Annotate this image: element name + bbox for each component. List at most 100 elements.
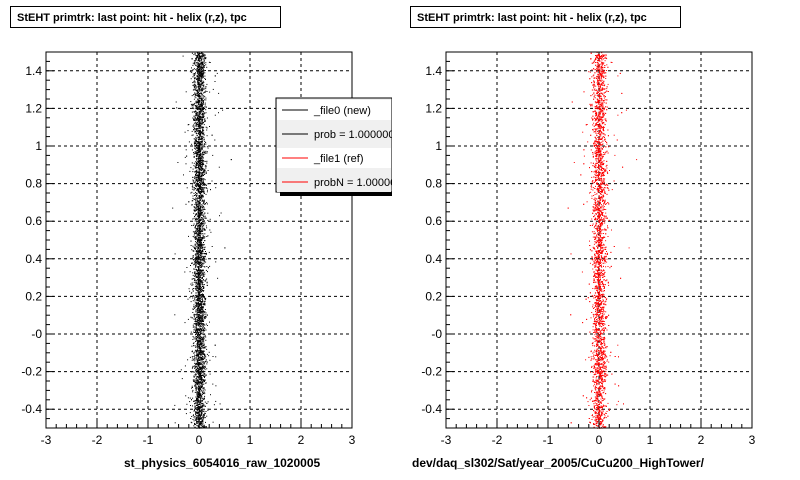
data-point [198,396,200,397]
data-point [201,273,203,275]
data-point [194,273,196,275]
data-point [197,106,199,108]
data-point [198,275,200,277]
data-point [200,58,202,60]
data-point [194,143,195,145]
data-point [202,419,204,421]
data-point [195,156,197,157]
data-point [203,169,205,171]
data-point [188,201,190,203]
data-point [201,67,203,68]
data-point [201,273,203,275]
data-point [205,142,207,143]
data-point [202,345,204,347]
data-point [196,359,198,361]
data-point [189,290,191,292]
data-point [204,78,206,79]
data-point [200,144,202,146]
data-point [195,164,197,166]
data-point [199,207,201,209]
data-point [191,371,193,373]
data-point [199,149,201,151]
data-point [200,379,202,381]
data-point [192,365,194,367]
data-point [200,82,202,84]
data-point [191,204,193,206]
data-point [198,383,200,385]
data-point [194,275,196,277]
data-point [191,149,193,151]
data-point [200,290,202,292]
data-point [192,107,194,109]
data-point [198,240,199,242]
data-point [198,52,200,54]
data-point [193,420,195,422]
data-point [205,126,207,128]
data-point [194,416,196,418]
y-tick-label: 0.4 [25,252,42,266]
data-point [200,177,202,179]
data-point [200,276,201,278]
data-point [199,256,200,258]
data-point [193,278,195,279]
data-point [199,184,201,186]
data-point [196,296,198,298]
data-point [194,323,196,324]
data-point [198,287,200,289]
data-point [207,409,209,411]
data-point [195,115,197,117]
data-point [202,331,204,333]
data-point [201,90,203,92]
data-point [196,147,198,148]
data-point [201,262,203,264]
data-point [198,324,200,326]
data-point [203,335,205,337]
data-point [200,348,202,350]
data-point [200,310,202,312]
data-point [198,53,200,55]
data-point [196,89,198,91]
data-point [202,233,204,234]
data-point [198,256,200,258]
data-point [196,162,197,164]
data-point [189,170,191,172]
data-point [201,156,203,158]
data-point [201,260,203,262]
data-point [201,116,203,118]
data-point [204,318,206,320]
data-point [201,190,203,192]
data-point [196,363,198,364]
data-point [196,154,198,156]
data-point [198,369,200,371]
data-point [193,416,195,418]
data-point [195,131,197,132]
data-point [197,306,199,308]
data-point [197,408,199,410]
data-point [201,337,203,339]
data-point [204,299,206,300]
data-point [191,399,192,401]
data-point [190,301,192,303]
data-point [203,255,205,257]
data-point [202,168,204,170]
data-point [201,296,202,298]
data-point [199,356,201,358]
data-point [199,74,201,76]
data-point [202,327,204,329]
data-point [194,261,196,263]
data-point [194,254,196,256]
data-point [200,360,202,362]
data-point [203,118,205,120]
data-point [198,355,199,357]
data-point [204,302,206,304]
data-point [191,284,193,286]
data-point [197,381,199,382]
data-point [203,387,205,389]
data-point [200,424,202,426]
data-point [196,254,198,256]
data-point [194,127,195,129]
data-point [200,70,202,72]
data-point [204,366,206,368]
data-point [198,206,200,207]
data-point [199,201,201,203]
